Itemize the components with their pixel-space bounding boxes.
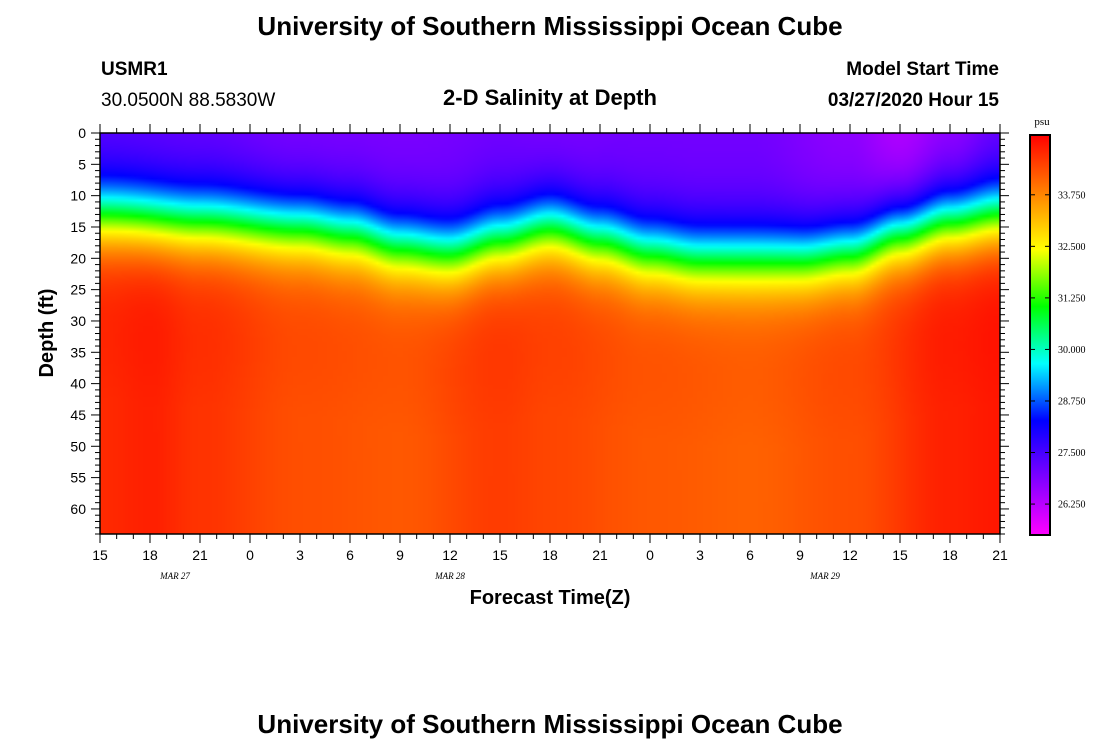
x-tick-label: 18 — [142, 547, 158, 563]
y-tick-label: 50 — [70, 438, 86, 454]
x-tick-label: 9 — [796, 547, 804, 563]
footer-title: University of Southern Mississippi Ocean… — [257, 709, 842, 739]
colorbar-ticks: 26.250 27.500 28.750 30.000 31.250 32.500 33.7… — [1030, 190, 1086, 511]
x-tick-label: 6 — [746, 547, 754, 563]
x-tick-label: 15 — [892, 547, 908, 563]
x-tick-label: 15 — [92, 547, 108, 563]
y-axis: 0 5 10 15 20 25 30 35 40 45 50 55 60 — [70, 125, 1009, 535]
x-tick-label: 12 — [842, 547, 858, 563]
colorbar-scale — [1029, 134, 1051, 536]
colorbar-unit: psu — [1034, 116, 1050, 128]
colorbar-tick-label: 27.500 — [1058, 448, 1086, 459]
date-label: MAR 28 — [434, 571, 465, 581]
y-tick-label: 40 — [70, 376, 86, 392]
page-title: University of Southern Mississippi Ocean… — [257, 11, 842, 41]
colorbar-tick-label: 33.750 — [1058, 190, 1086, 201]
colorbar-tick-label: 32.500 — [1058, 242, 1086, 253]
plot-title: 2-D Salinity at Depth — [443, 85, 657, 110]
station-coordinates: 30.0500N 88.5830W — [101, 90, 275, 111]
x-tick-label: 12 — [442, 547, 458, 563]
x-tick-label: 18 — [942, 547, 958, 563]
x-tick-label: 0 — [646, 547, 654, 563]
y-tick-label: 45 — [70, 407, 86, 423]
x-tick-label: 9 — [396, 547, 404, 563]
colorbar-tick-label: 30.000 — [1058, 345, 1086, 356]
y-tick-label: 20 — [70, 250, 86, 266]
x-tick-label: 21 — [592, 547, 608, 563]
y-tick-label: 10 — [70, 188, 86, 204]
y-tick-label: 15 — [70, 219, 86, 235]
colorbar-tick-label: 31.250 — [1058, 293, 1086, 304]
x-tick-label: 18 — [542, 547, 558, 563]
date-label: MAR 29 — [809, 571, 840, 581]
model-start-time: 03/27/2020 Hour 15 — [828, 90, 1000, 111]
y-tick-label: 55 — [70, 470, 86, 486]
x-tick-label: 21 — [992, 547, 1008, 563]
salinity-heatmap — [100, 133, 1000, 534]
y-tick-label: 25 — [70, 282, 86, 298]
colorbar-tick-label: 26.250 — [1058, 500, 1086, 511]
x-tick-label: 6 — [346, 547, 354, 563]
y-tick-label: 35 — [70, 344, 86, 360]
colorbar-tick-label: 28.750 — [1058, 396, 1086, 407]
y-tick-label: 5 — [78, 156, 86, 172]
x-tick-label: 3 — [296, 547, 304, 563]
x-tick-label: 3 — [696, 547, 704, 563]
y-tick-label: 30 — [70, 313, 86, 329]
colorbar: psu 26.250 27.500 28.750 30.000 31.250 32.500… — [1029, 116, 1086, 536]
y-tick-label: 60 — [70, 501, 86, 517]
model-start-label: Model Start Time — [846, 59, 999, 80]
x-tick-label: 21 — [192, 547, 208, 563]
x-tick-label: 15 — [492, 547, 508, 563]
station-id: USMR1 — [101, 59, 168, 80]
date-label: MAR 27 — [159, 571, 190, 581]
y-tick-label: 0 — [78, 125, 86, 141]
x-tick-label: 0 — [246, 547, 254, 563]
x-axis-title: Forecast Time(Z) — [470, 587, 631, 609]
y-axis-title: Depth (ft) — [36, 289, 58, 378]
